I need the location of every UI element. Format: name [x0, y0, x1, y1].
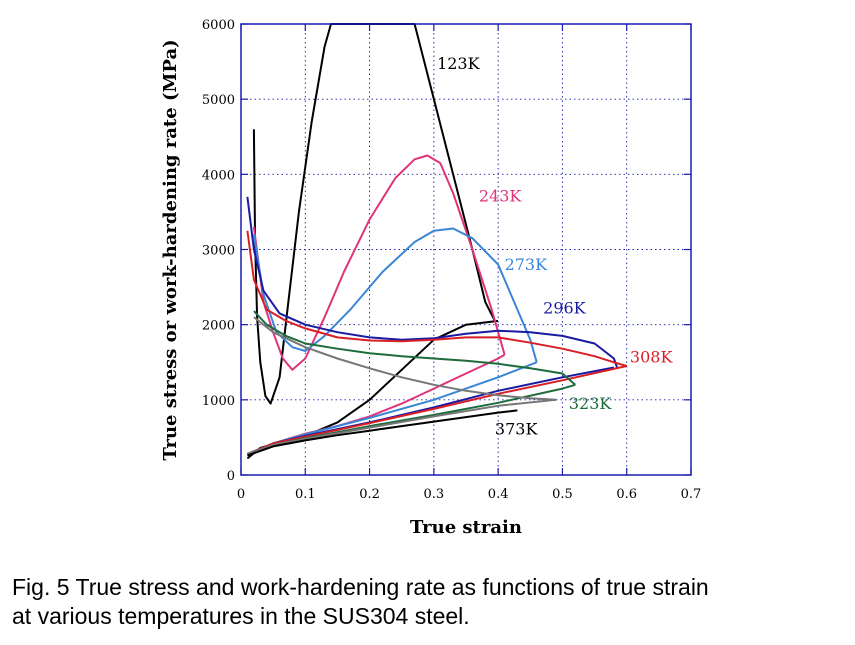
x-tick-label: 0.7 [681, 487, 702, 502]
series-group [246, 23, 627, 460]
series-label-273k: 273K [505, 255, 549, 274]
y-tick-label: 2000 [202, 319, 235, 334]
y-tick-label: 5000 [202, 93, 235, 108]
tick-marks [240, 23, 692, 476]
series-123k-hardening [252, 23, 496, 405]
y-tick-label: 3000 [202, 244, 235, 259]
series-labels: 123K 243K 273K 296K 308K 323K 373K [437, 54, 673, 438]
series-label-308k: 308K [630, 347, 674, 366]
x-tick-label: 0.2 [359, 487, 380, 502]
series-308k-hardening [246, 230, 627, 367]
series-unlabeled-hardening [253, 316, 557, 401]
x-tick-label: 0 [237, 487, 245, 502]
y-tick-labels: 0 1000 2000 3000 4000 5000 6000 [202, 18, 235, 484]
series-label-296k: 296K [543, 298, 587, 317]
figure-caption: Fig. 5 True stress and work-hardening ra… [12, 573, 852, 631]
y-tick-label: 0 [227, 469, 235, 484]
x-axis-label: True strain [410, 517, 522, 538]
x-tick-labels: 0 0.1 0.2 0.3 0.4 0.5 0.6 0.7 [237, 487, 701, 502]
series-243k-hardening [252, 154, 506, 371]
series-308k-stress [247, 365, 627, 455]
caption-line-1: Fig. 5 True stress and work-hardening ra… [12, 574, 709, 600]
grid-lines [241, 24, 691, 475]
series-296k-hardening [246, 196, 619, 368]
series-label-323k: 323K [569, 394, 613, 413]
series-label-243k: 243K [479, 186, 523, 205]
x-tick-label: 0.4 [488, 487, 509, 502]
y-tick-label: 6000 [202, 18, 235, 33]
x-tick-label: 0.1 [295, 487, 316, 502]
x-tick-label: 0.6 [616, 487, 637, 502]
y-tick-label: 4000 [202, 168, 235, 183]
series-unlabeled-stress [247, 398, 557, 455]
y-axis-label: True stress or work-hardening rate (MPa) [160, 39, 181, 460]
series-373k-stress [247, 409, 518, 457]
y-tick-label: 1000 [202, 394, 235, 409]
series-323k-hardening [253, 310, 576, 386]
series-label-123k: 123K [437, 54, 481, 73]
caption-line-2: at various temperatures in the SUS304 st… [12, 603, 470, 629]
x-tick-label: 0.3 [424, 487, 445, 502]
series-273k-hardening [252, 227, 538, 363]
series-label-373k: 373K [495, 419, 539, 438]
x-tick-label: 0.5 [552, 487, 573, 502]
